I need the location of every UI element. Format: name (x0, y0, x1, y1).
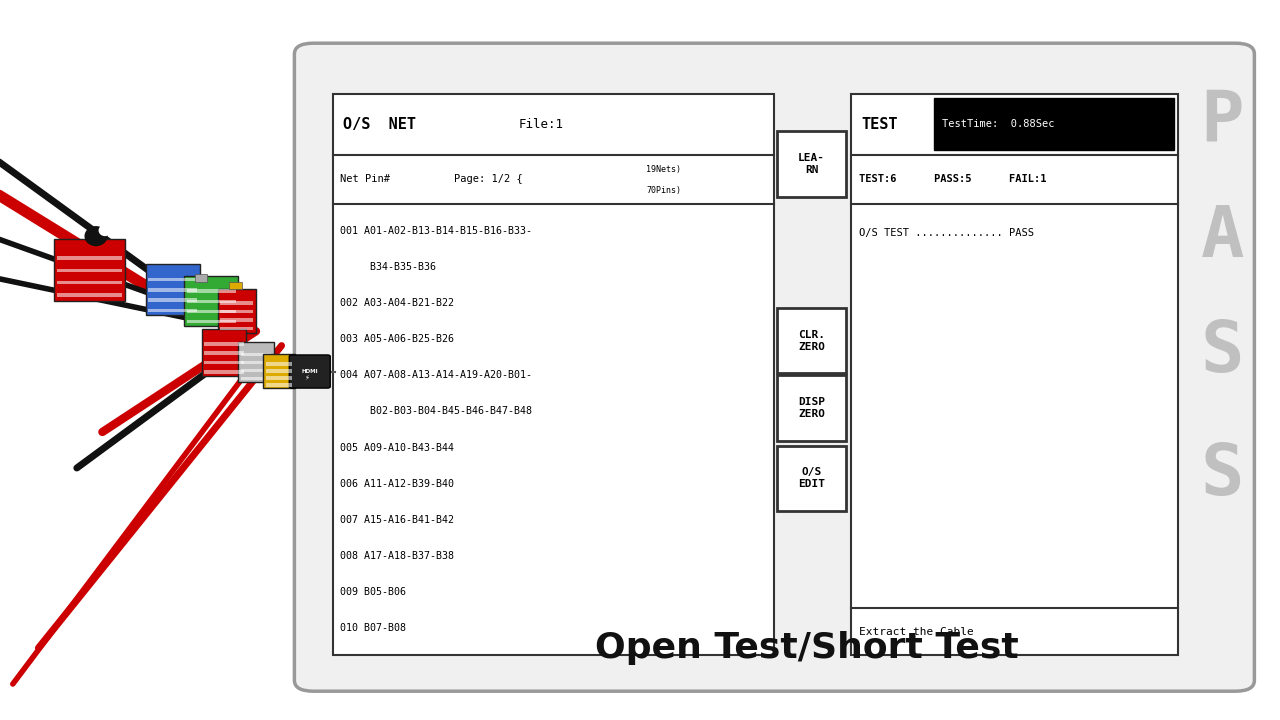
Bar (241, 377, 271, 380)
FancyBboxPatch shape (777, 446, 846, 511)
Bar (220, 318, 253, 322)
Bar (266, 383, 292, 387)
FancyBboxPatch shape (289, 355, 330, 388)
Text: 005 A09-A10-B43-B44: 005 A09-A10-B43-B44 (340, 443, 454, 453)
Ellipse shape (99, 225, 111, 236)
Bar (204, 370, 243, 374)
Ellipse shape (84, 226, 108, 246)
Text: ⚡: ⚡ (305, 375, 310, 381)
Text: DISP
ZERO: DISP ZERO (797, 397, 826, 419)
Bar (266, 369, 292, 373)
Text: TEST:6      PASS:5      FAIL:1: TEST:6 PASS:5 FAIL:1 (859, 174, 1046, 184)
Bar (241, 361, 271, 364)
Text: 006 A11-A12-B39-B40: 006 A11-A12-B39-B40 (340, 479, 454, 489)
Bar (187, 300, 236, 303)
Bar (934, 98, 1174, 150)
Bar (266, 377, 292, 380)
Text: File:1: File:1 (518, 117, 563, 131)
Text: 007 A15-A16-B41-B42: 007 A15-A16-B41-B42 (340, 515, 454, 525)
Text: CLR.
ZERO: CLR. ZERO (797, 330, 826, 351)
Text: TEST: TEST (861, 117, 899, 132)
Bar (148, 309, 197, 312)
Text: TestTime:  0.88Sec: TestTime: 0.88Sec (942, 120, 1055, 129)
Text: O/S  NET: O/S NET (343, 117, 416, 132)
Text: B34-B35-B36: B34-B35-B36 (340, 262, 436, 272)
FancyBboxPatch shape (777, 308, 846, 374)
Text: 003 A05-A06-B25-B26: 003 A05-A06-B25-B26 (340, 334, 454, 344)
Bar (58, 293, 123, 297)
Bar (851, 94, 1178, 655)
Text: Page: 1/2 {: Page: 1/2 { (454, 174, 524, 184)
FancyBboxPatch shape (777, 375, 846, 441)
Bar (187, 289, 236, 293)
FancyBboxPatch shape (146, 264, 200, 315)
Text: 70Pins): 70Pins) (646, 186, 681, 194)
Bar (241, 369, 271, 372)
Text: Extract the Cable: Extract the Cable (859, 627, 974, 636)
FancyBboxPatch shape (201, 330, 246, 376)
FancyBboxPatch shape (218, 289, 256, 333)
Text: A: A (1201, 203, 1244, 272)
Text: HDMI: HDMI (302, 369, 317, 374)
Bar (195, 274, 207, 282)
Text: LEA-
RN: LEA- RN (797, 153, 826, 175)
Text: S: S (1201, 441, 1244, 510)
Bar (148, 278, 197, 282)
Bar (148, 298, 197, 302)
Text: 001 A01-A02-B13-B14-B15-B16-B33-: 001 A01-A02-B13-B14-B15-B16-B33- (340, 226, 532, 236)
Bar (204, 351, 243, 355)
Text: 19Nets): 19Nets) (646, 165, 681, 174)
Text: O/S TEST .............. PASS: O/S TEST .............. PASS (859, 228, 1034, 238)
Text: 008 A17-A18-B37-B38: 008 A17-A18-B37-B38 (340, 551, 454, 561)
Text: 004 A07-A08-A13-A14-A19-A20-B01-: 004 A07-A08-A13-A14-A19-A20-B01- (340, 370, 532, 380)
Bar (333, 94, 774, 655)
Bar (58, 256, 123, 260)
Bar (241, 353, 271, 356)
FancyBboxPatch shape (777, 131, 846, 197)
Bar (204, 342, 243, 346)
Text: 010 B07-B08: 010 B07-B08 (340, 623, 407, 633)
Bar (204, 361, 243, 364)
Bar (187, 320, 236, 323)
Text: B02-B03-B04-B45-B46-B47-B48: B02-B03-B04-B45-B46-B47-B48 (340, 406, 532, 416)
FancyBboxPatch shape (264, 354, 294, 388)
Text: P: P (1201, 88, 1244, 157)
Bar (266, 362, 292, 366)
Text: 009 B05-B06: 009 B05-B06 (340, 587, 407, 597)
FancyBboxPatch shape (184, 276, 238, 326)
Text: Open Test/Short Test: Open Test/Short Test (594, 631, 1019, 665)
Bar (187, 310, 236, 313)
Text: Net Pin#: Net Pin# (340, 174, 390, 184)
Bar (229, 282, 242, 289)
FancyBboxPatch shape (238, 343, 274, 382)
Text: S: S (1201, 318, 1244, 387)
Text: 002 A03-A04-B21-B22: 002 A03-A04-B21-B22 (340, 298, 454, 308)
Bar (220, 327, 253, 330)
FancyBboxPatch shape (55, 240, 125, 301)
Text: O/S
EDIT: O/S EDIT (797, 467, 826, 489)
Bar (148, 288, 197, 292)
Bar (58, 281, 123, 284)
FancyBboxPatch shape (294, 43, 1254, 691)
Bar (220, 310, 253, 313)
Bar (58, 269, 123, 272)
Bar (220, 301, 253, 305)
